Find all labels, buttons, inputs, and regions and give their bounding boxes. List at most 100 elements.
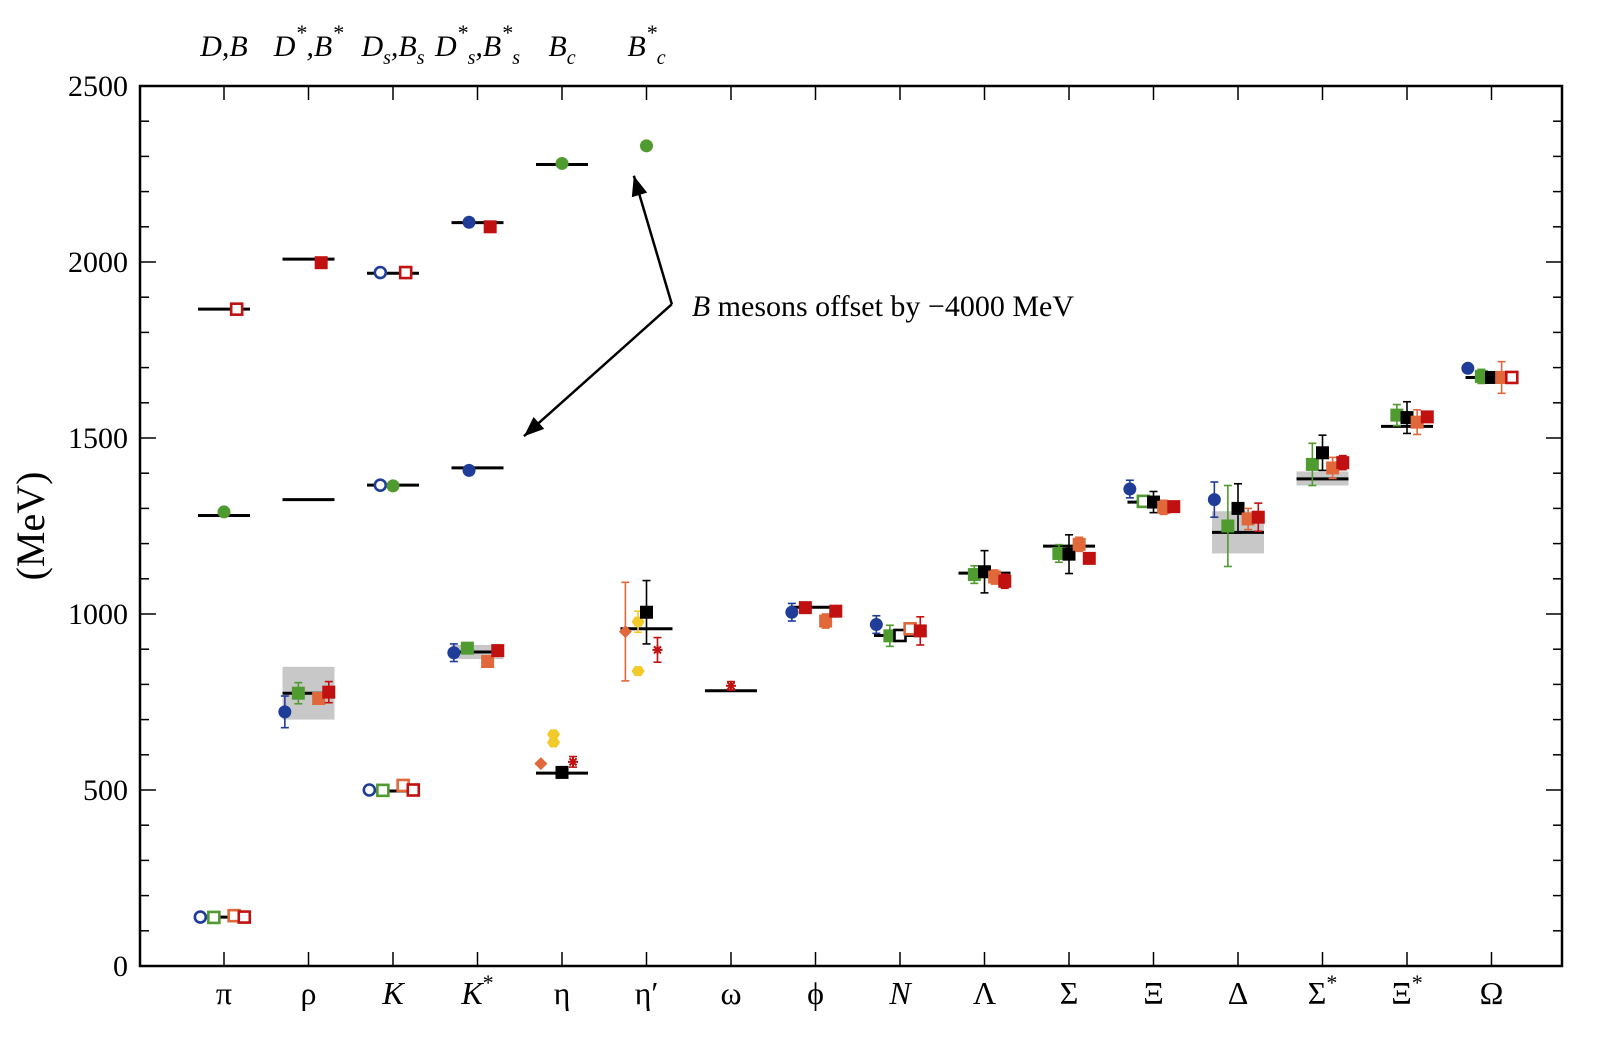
data-point: [1062, 533, 1076, 575]
data-point: [798, 601, 812, 615]
point-marker: [1157, 500, 1171, 514]
point-marker: [237, 910, 252, 924]
data-point: [1485, 370, 1498, 384]
data-point: [491, 644, 505, 658]
x-category-label: N: [888, 975, 912, 1011]
top-category-label: Ds,Bs: [360, 30, 424, 69]
data-point: [1251, 502, 1265, 533]
data-point: [1221, 484, 1235, 568]
point-marker: [568, 757, 578, 767]
point-marker: [967, 568, 981, 582]
data-point: [1400, 400, 1414, 435]
data-point: [373, 265, 388, 280]
data-point: [547, 737, 561, 748]
experimental-levels: [198, 162, 1518, 919]
data-point: [1231, 482, 1245, 534]
y-tick-label: 2500: [68, 70, 128, 103]
data-point: [481, 655, 495, 669]
point-marker: [1123, 482, 1137, 496]
data-point: [362, 783, 377, 797]
plot-frame: [138, 84, 1564, 968]
point-marker: [631, 665, 645, 677]
point-marker: [1504, 370, 1519, 385]
axes: 0 500 1000 1500 2000 2500: [68, 70, 1564, 983]
point-marker: [1305, 457, 1319, 471]
point-marker: [207, 910, 221, 925]
x-category-label: η: [554, 975, 571, 1011]
x-category-label: Δ: [1228, 975, 1249, 1011]
data-point: [567, 755, 578, 768]
data-point: [314, 256, 328, 270]
point-marker: [322, 685, 336, 699]
data-point: [1241, 507, 1255, 531]
data-point: [447, 643, 461, 663]
x-category-label: π: [216, 975, 232, 1011]
y-axis-label: (MeV): [8, 472, 53, 581]
point-marker: [362, 783, 377, 797]
point-marker: [1207, 493, 1221, 507]
point-marker: [640, 605, 653, 619]
point-marker: [1062, 547, 1076, 561]
uncertainty-bands: [282, 471, 1349, 720]
data-point: [237, 910, 252, 924]
point-marker: [1241, 512, 1255, 526]
point-marker: [386, 479, 400, 493]
data-point: [534, 757, 548, 771]
point-marker: [1390, 408, 1404, 422]
data-point: [1207, 481, 1221, 519]
x-category-label: ω: [720, 975, 741, 1011]
data-point: [312, 691, 326, 705]
data-point: [1420, 410, 1434, 424]
data-point: [988, 569, 1002, 585]
point-marker: [1336, 456, 1350, 470]
top-category-label: D*s,B*s: [434, 20, 520, 69]
data-point: [631, 665, 645, 677]
data-point: [462, 463, 476, 477]
data-point: [547, 729, 561, 740]
x-category-label: Λ: [973, 975, 996, 1011]
data-point: [913, 616, 927, 646]
data-point: [376, 783, 390, 798]
data-point: [555, 156, 569, 170]
data-point: [462, 215, 476, 229]
top-category-label: Bc: [548, 30, 575, 69]
point-marker: [1420, 410, 1434, 424]
x-category-label: K: [381, 975, 405, 1011]
point-marker: [1147, 495, 1160, 509]
x-category-label: Ξ*: [1391, 970, 1423, 1011]
data-point: [1072, 536, 1086, 553]
data-point: [1157, 499, 1171, 516]
point-marker: [547, 729, 561, 740]
annotation-text: B mesons offset by −4000 MeV: [692, 290, 1075, 323]
point-marker: [726, 681, 736, 691]
annotation: B mesons offset by −4000 MeV: [523, 175, 1075, 438]
point-marker: [278, 705, 292, 719]
point-marker: [1316, 446, 1329, 460]
data-point: [291, 681, 305, 705]
data-point: [1504, 370, 1519, 385]
data-point: [819, 613, 833, 629]
data-point: [1326, 456, 1340, 480]
point-marker: [1485, 370, 1498, 384]
point-marker: [978, 565, 991, 579]
data-point: [1390, 403, 1404, 427]
point-marker: [217, 505, 231, 519]
point-marker: [555, 765, 569, 779]
point-marker: [618, 625, 632, 639]
x-category-label: Ω: [1480, 975, 1504, 1011]
data-point: [322, 680, 336, 704]
data-point: [967, 564, 981, 585]
point-marker: [631, 616, 645, 627]
point-marker: [1400, 411, 1414, 425]
data-point: [631, 610, 645, 634]
data-point: [373, 478, 388, 492]
data-point: [1123, 479, 1137, 499]
data-point: [217, 505, 231, 519]
point-marker: [460, 641, 474, 655]
data-point: [640, 579, 653, 645]
point-marker: [883, 629, 897, 643]
point-marker: [1072, 537, 1086, 551]
point-marker: [481, 655, 495, 669]
data-point: [398, 265, 413, 280]
